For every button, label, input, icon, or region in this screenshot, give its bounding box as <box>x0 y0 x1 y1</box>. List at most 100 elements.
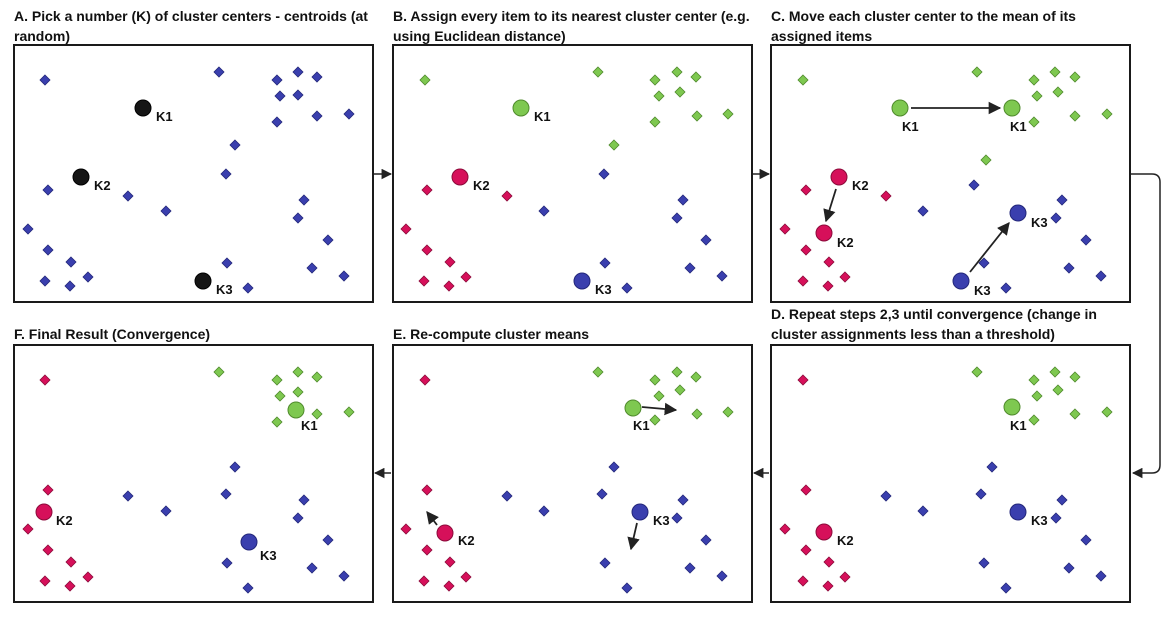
panel-b-red-data-point <box>418 275 430 287</box>
panel-b-red-data-point <box>400 223 412 235</box>
panel-c-red-data-point <box>822 280 834 292</box>
panel-d-red-data-point <box>822 580 834 592</box>
panel-f-blue-data-point <box>242 582 254 594</box>
panel-c-centroid-label: K1 <box>902 119 919 134</box>
panel-d-green-data-point <box>1052 384 1064 396</box>
panel-d-blue-data-point <box>1056 494 1068 506</box>
panel-e-blue-data-point <box>608 461 620 473</box>
panel-f-blue-data-point <box>306 562 318 574</box>
panel-d-centroid-k3 <box>1009 503 1027 521</box>
panel-c-red-data-point <box>797 275 809 287</box>
panel-c-blue-data-point <box>1000 282 1012 294</box>
panel-e-centroid-move-arrow <box>627 522 640 551</box>
panel-a-blue-data-point <box>42 184 54 196</box>
panel-f-red-data-point <box>82 571 94 583</box>
panel-c-centroid-label: K3 <box>1031 215 1048 230</box>
panel-a-title: A. Pick a number (K) of cluster centers … <box>14 8 368 44</box>
panel-c-blue-data-point <box>917 205 929 217</box>
panel-b-centroid-label: K1 <box>534 109 551 124</box>
panel-f-red-data-point <box>65 556 77 568</box>
panel-a-blue-data-point <box>82 271 94 283</box>
panel-c-green-data-point <box>1028 116 1040 128</box>
panel-c-red-data-point <box>779 223 791 235</box>
panel-f-blue-data-point <box>229 461 241 473</box>
panel-f-title: F. Final Result (Convergence) <box>14 326 211 342</box>
panel-e-red-data-point <box>444 556 456 568</box>
panel-e-green-data-point <box>671 366 683 378</box>
panel-c-blue-data-point <box>1095 270 1107 282</box>
panel-e-centroid-label: K1 <box>633 418 650 433</box>
panel-c-green-data-point <box>971 66 983 78</box>
panel-c-red-data-point <box>800 184 812 196</box>
panel-a-blue-data-point <box>271 74 283 86</box>
panel-e-red-data-point <box>418 575 430 587</box>
panel-e-red-data-point <box>400 523 412 535</box>
panel-d-centroid-label: K1 <box>1010 418 1027 433</box>
panel-d-blue-data-point <box>975 488 987 500</box>
panel-f-centroid-k1 <box>287 401 305 419</box>
panel-c-green-data-point <box>1031 90 1043 102</box>
panel-a-blue-data-point <box>298 194 310 206</box>
panel-e-green-data-point <box>649 414 661 426</box>
panel-f-green-data-point <box>292 386 304 398</box>
panel-a-blue-data-point <box>311 110 323 122</box>
panel-b-centroid-label: K2 <box>473 178 490 193</box>
panel-c-centroid-k3 <box>1009 204 1027 222</box>
panel-f-centroid-label: K1 <box>301 418 318 433</box>
panel-c-green-data-point <box>1028 74 1040 86</box>
panel-b-blue-data-point <box>716 270 728 282</box>
panel-d-red-data-point <box>797 374 809 386</box>
cluster-marks: K1 K2 K3 K1 K2 K3 K1 K1 K2 K2 K3 K3 K1 K2 K3 K1 K2 K3 K1 K2… <box>22 66 1113 594</box>
panel-d-green-data-point <box>1069 371 1081 383</box>
panel-c-blue-data-point <box>1050 212 1062 224</box>
panel-a-centroid-k2 <box>72 168 90 186</box>
panel-c-centroid-label: K2 <box>837 235 854 250</box>
panel-f-green-data-point <box>271 416 283 428</box>
panel-d-red-data-point <box>839 571 851 583</box>
panel-a-blue-data-point <box>271 116 283 128</box>
panel-e-blue-data-point <box>671 512 683 524</box>
panel-d-red-data-point <box>797 575 809 587</box>
panel-d-green-data-point <box>1031 390 1043 402</box>
panel-a-centroid-label: K1 <box>156 109 173 124</box>
panel-d-centroid-k2 <box>815 523 833 541</box>
panel-b-red-data-point <box>460 271 472 283</box>
panel-c-red-data-point <box>800 244 812 256</box>
panel-c-centroid-label: K2 <box>852 178 869 193</box>
panel-b-red-data-point <box>501 190 513 202</box>
panel-e-red-data-point <box>421 484 433 496</box>
panel-d-title: D. Repeat steps 2,3 until convergence (c… <box>771 306 1097 342</box>
panel-a-blue-data-point <box>343 108 355 120</box>
panel-e-blue-data-point <box>501 490 513 502</box>
panel-e-green-data-point <box>592 366 604 378</box>
panel-e-green-data-point <box>690 371 702 383</box>
panel-f-green-data-point <box>343 406 355 418</box>
panel-e-green-data-point <box>649 374 661 386</box>
panel-a-blue-data-point <box>292 212 304 224</box>
panel-c-green-data-point <box>980 154 992 166</box>
panel-c-green-data-point <box>1101 108 1113 120</box>
panel-e-centroid-k2 <box>436 524 454 542</box>
panel-b-frame <box>392 44 753 303</box>
panel-d-red-data-point <box>823 556 835 568</box>
panel-f-red-data-point <box>39 374 51 386</box>
panel-c-centroid-k3 <box>952 272 970 290</box>
panel-b-blue-data-point <box>677 194 689 206</box>
panel-f-blue-data-point <box>338 570 350 582</box>
panel-d-green-data-point <box>1069 408 1081 420</box>
panel-f-blue-data-point <box>221 557 233 569</box>
panel-c-green-data-point <box>797 74 809 86</box>
panel-b-green-data-point <box>722 108 734 120</box>
panel-d-frame <box>770 344 1131 603</box>
panel-b-green-data-point <box>653 90 665 102</box>
panel-c-centroid-k1 <box>891 99 909 117</box>
panel-c-blue-data-point <box>978 257 990 269</box>
panel-f-green-data-point <box>311 408 323 420</box>
panel-e-centroid-move-arrow <box>426 511 439 526</box>
panel-c-centroid-k1 <box>1003 99 1021 117</box>
panel-d-red-data-point <box>800 544 812 556</box>
panel-f-blue-data-point <box>220 488 232 500</box>
panel-f-blue-data-point <box>298 494 310 506</box>
panel-b-centroid-k3 <box>573 272 591 290</box>
panel-f-blue-data-point <box>160 505 172 517</box>
